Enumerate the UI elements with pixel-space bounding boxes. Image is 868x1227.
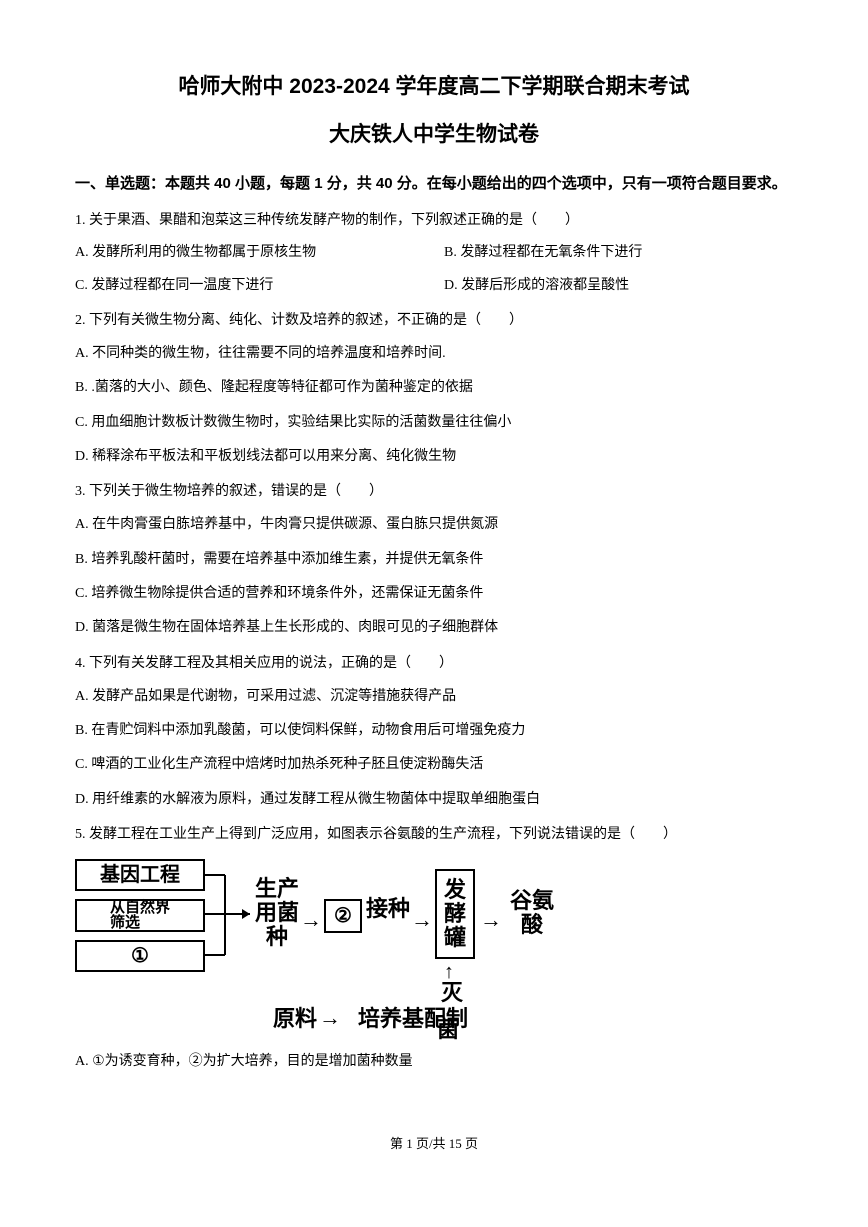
option-a: A. 发酵所利用的微生物都属于原核生物	[75, 242, 424, 264]
title-main: 哈师大附中 2023-2024 学年度高二下学期联合期末考试	[75, 70, 793, 100]
option-b: B. 发酵过程都在无氧条件下进行	[444, 242, 793, 264]
question-1: 1. 关于果酒、果醋和泡菜这三种传统发酵产物的制作，下列叙述正确的是（ ） A.…	[75, 209, 793, 298]
option-d: D. 发酵后形成的溶液都呈酸性	[444, 275, 793, 297]
question-body: 发酵工程在工业生产上得到广泛应用，如图表示谷氨酸的生产流程，下列说法错误的是（ …	[89, 827, 677, 842]
diagram-inoculate: 接种	[363, 890, 413, 927]
question-body: 下列有关微生物分离、纯化、计数及培养的叙述，不正确的是（ ）	[89, 313, 523, 328]
question-body: 关于果酒、果醋和泡菜这三种传统发酵产物的制作，下列叙述正确的是（ ）	[89, 213, 579, 228]
diagram-material: 原料	[270, 1000, 320, 1037]
option-d: D. 稀释涂布平板法和平板划线法都可以用来分离、纯化微生物	[75, 446, 793, 468]
diagram-box-circle1: ①	[75, 940, 205, 972]
question-text: 3. 下列关于微生物培养的叙述，错误的是（ ）	[75, 480, 793, 504]
diagram-box-gene: 基因工程	[75, 859, 205, 891]
option-a: A. ①为诱变育种，②为扩大培养，目的是增加菌种数量	[75, 1051, 793, 1073]
options: A. 在牛肉膏蛋白胨培养基中，牛肉膏只提供碳源、蛋白胨只提供氮源 B. 培养乳酸…	[75, 514, 793, 640]
option-a: A. 不同种类的微生物，往往需要不同的培养温度和培养时间.	[75, 343, 793, 365]
question-text: 1. 关于果酒、果醋和泡菜这三种传统发酵产物的制作，下列叙述正确的是（ ）	[75, 209, 793, 233]
diagram-box-fermentor: 发 酵 罐	[435, 869, 475, 959]
page-footer: 第 1 页/共 15 页	[75, 1133, 793, 1152]
diagram-product: 谷氨 酸	[507, 889, 557, 937]
option-b: B. 培养乳酸杆菌时，需要在培养基中添加维生素，并提供无氧条件	[75, 549, 793, 571]
arrow-icon: →	[319, 999, 341, 1036]
option-a: A. 发酵产品如果是代谢物，可采用过滤、沉淀等措施获得产品	[75, 686, 793, 708]
arrow-icon: →	[411, 901, 433, 938]
option-c: C. 发酵过程都在同一温度下进行	[75, 275, 424, 297]
question-num: 1.	[75, 213, 86, 228]
options: A. 发酵产品如果是代谢物，可采用过滤、沉淀等措施获得产品 B. 在青贮饲料中添…	[75, 686, 793, 812]
option-c: C. 用血细胞计数板计数微生物时，实验结果比实际的活菌数量往往偏小	[75, 412, 793, 434]
option-c: C. 培养微生物除提供合适的营养和环境条件外，还需保证无菌条件	[75, 583, 793, 605]
diagram-medium: 培养基配制	[343, 1000, 483, 1037]
options: A. 不同种类的微生物，往往需要不同的培养温度和培养时间. B. .菌落的大小、…	[75, 343, 793, 469]
arrow-icon: →	[300, 901, 322, 938]
arrow-icon: →	[480, 901, 502, 938]
question-3: 3. 下列关于微生物培养的叙述，错误的是（ ） A. 在牛肉膏蛋白胨培养基中，牛…	[75, 480, 793, 639]
question-text: 5. 发酵工程在工业生产上得到广泛应用，如图表示谷氨酸的生产流程，下列说法错误的…	[75, 823, 793, 847]
option-d: D. 用纤维素的水解液为原料，通过发酵工程从微生物菌体中提取单细胞蛋白	[75, 789, 793, 811]
diagram-strain: 生产 用菌 种	[253, 877, 301, 950]
question-5: 5. 发酵工程在工业生产上得到广泛应用，如图表示谷氨酸的生产流程，下列说法错误的…	[75, 823, 793, 1073]
option-b: B. 在青贮饲料中添加乳酸菌，可以使饲料保鲜，动物食用后可增强免疫力	[75, 720, 793, 742]
question-2: 2. 下列有关微生物分离、纯化、计数及培养的叙述，不正确的是（ ） A. 不同种…	[75, 309, 793, 468]
option-c: C. 啤酒的工业化生产流程中焙烤时加热杀死种子胚且使淀粉酶失活	[75, 754, 793, 776]
question-num: 4.	[75, 656, 86, 671]
option-a: A. 在牛肉膏蛋白胨培养基中，牛肉膏只提供碳源、蛋白胨只提供氮源	[75, 514, 793, 536]
diagram-box-nature: 从自然界 筛选	[75, 899, 205, 932]
title-sub: 大庆铁人中学生物试卷	[75, 118, 793, 148]
diagram-box-circle2: ②	[324, 899, 362, 933]
options: A. ①为诱变育种，②为扩大培养，目的是增加菌种数量	[75, 1051, 793, 1073]
question-body: 下列关于微生物培养的叙述，错误的是（ ）	[89, 484, 383, 499]
question-text: 2. 下列有关微生物分离、纯化、计数及培养的叙述，不正确的是（ ）	[75, 309, 793, 333]
flowchart-diagram: 基因工程 从自然界 筛选 ① 生产 用菌 种 → ② 接种 → 发 酵 罐 → …	[75, 857, 635, 1037]
option-b: B. .菌落的大小、颜色、隆起程度等特征都可作为菌种鉴定的依据	[75, 377, 793, 399]
question-4: 4. 下列有关发酵工程及其相关应用的说法，正确的是（ ） A. 发酵产品如果是代…	[75, 652, 793, 811]
option-d: D. 菌落是微生物在固体培养基上生长形成的、肉眼可见的子细胞群体	[75, 617, 793, 639]
question-text: 4. 下列有关发酵工程及其相关应用的说法，正确的是（ ）	[75, 652, 793, 676]
question-body: 下列有关发酵工程及其相关应用的说法，正确的是（ ）	[89, 656, 453, 671]
section-header: 一、单选题：本题共 40 小题，每题 1 分，共 40 分。在每小题给出的四个选…	[75, 170, 793, 199]
options: A. 发酵所利用的微生物都属于原核生物 B. 发酵过程都在无氧条件下进行 C. …	[75, 242, 793, 297]
question-num: 3.	[75, 484, 86, 499]
question-num: 2.	[75, 313, 86, 328]
question-num: 5.	[75, 827, 86, 842]
